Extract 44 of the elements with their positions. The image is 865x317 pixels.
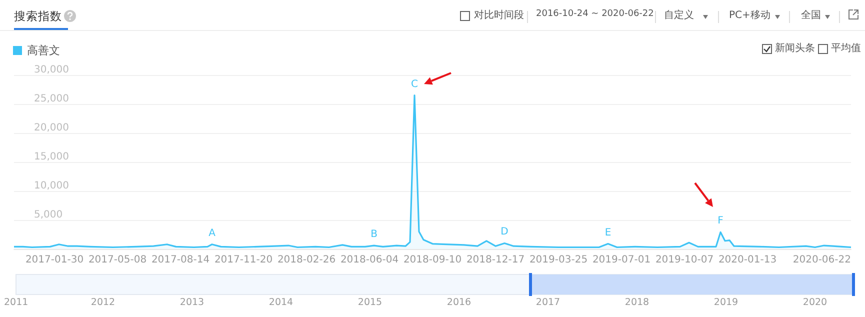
x-tick-label: 2019-03-25 bbox=[529, 254, 588, 266]
text: 2011 bbox=[4, 297, 28, 308]
text: 新闻头条 bbox=[775, 42, 815, 55]
text: 自定义 bbox=[664, 8, 694, 22]
text: PC+移动 bbox=[729, 9, 770, 22]
text: 全国 bbox=[801, 9, 821, 22]
annotation: F bbox=[718, 216, 724, 227]
x-tick-label: 2020-01-13 bbox=[718, 254, 777, 266]
y-tick-label: 20,000 bbox=[34, 122, 69, 134]
text: 2012 bbox=[90, 297, 116, 308]
x-tick-label: 2020-06-22 bbox=[792, 254, 851, 266]
text: 2016-10-24 ~ 2020-06-22 bbox=[536, 9, 654, 19]
text: 2017 bbox=[536, 297, 560, 308]
chart-title: 搜索指数 bbox=[14, 9, 62, 24]
text: 2016 bbox=[446, 297, 472, 308]
text: 对比时间段 bbox=[474, 8, 524, 22]
x-tick-label: 2018-02-26 bbox=[277, 254, 336, 266]
text: 2019 bbox=[714, 297, 738, 308]
text: 2018 bbox=[624, 297, 650, 308]
x-tick-label: 2017-11-20 bbox=[214, 254, 273, 266]
text: 2013 bbox=[180, 297, 204, 308]
legend-label: 高善文 bbox=[27, 44, 60, 57]
y-tick-label: 5,000 bbox=[34, 210, 63, 220]
x-tick-label: 2018-06-04 bbox=[340, 254, 399, 266]
x-tick-label: 2017-08-14 bbox=[151, 254, 210, 266]
annotation: B bbox=[370, 229, 378, 240]
y-tick-label: 30,000 bbox=[34, 64, 69, 76]
annotation: E bbox=[604, 227, 612, 238]
text: 2020 bbox=[802, 297, 828, 308]
x-tick-label: 2018-12-17 bbox=[466, 254, 525, 266]
text: 平均值 bbox=[831, 42, 861, 55]
annotation: C bbox=[411, 78, 418, 90]
y-tick-label: 25,000 bbox=[34, 94, 69, 104]
text: 2015 bbox=[358, 297, 382, 308]
annotation: D bbox=[500, 226, 509, 238]
annotation: A bbox=[208, 228, 216, 239]
x-tick-label: 2017-05-08 bbox=[88, 254, 147, 266]
x-tick-label: 2018-09-10 bbox=[403, 254, 462, 266]
x-tick-label: 2019-10-07 bbox=[655, 254, 714, 266]
text: 2014 bbox=[268, 297, 294, 308]
x-tick-label: 2019-07-01 bbox=[592, 254, 651, 266]
y-tick-label: 15,000 bbox=[34, 152, 69, 162]
x-tick-label: 2017-01-30 bbox=[25, 254, 84, 266]
y-tick-label: 10,000 bbox=[34, 180, 69, 192]
